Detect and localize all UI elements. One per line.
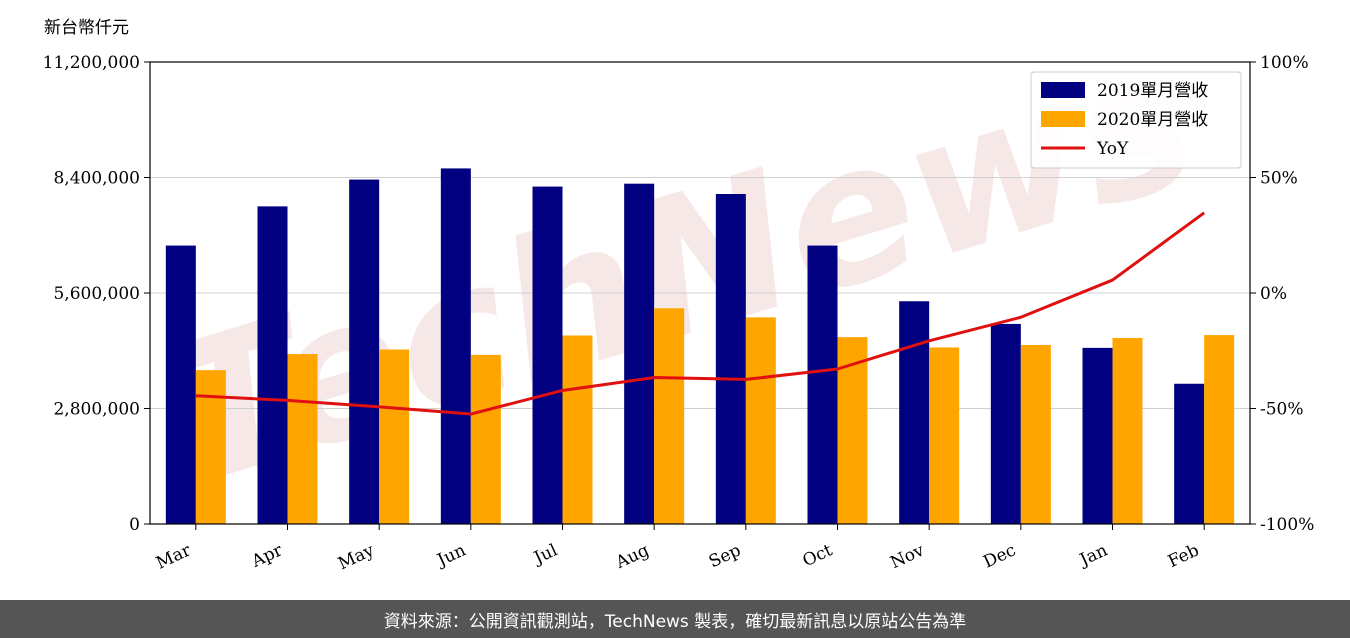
bar-2019 (807, 245, 838, 524)
right-tick-label: 0% (1260, 284, 1287, 304)
legend-swatch-2020 (1041, 111, 1085, 127)
x-tick-label: Jul (529, 540, 560, 569)
bar-2020 (195, 370, 226, 524)
footer-text: 資料來源：公開資訊觀測站，TechNews 製表，確切最新訊息以原站公告為準 (383, 611, 967, 632)
x-tick-label: May (335, 540, 377, 574)
x-tick-label: Jun (433, 540, 469, 571)
bar-2019 (1082, 347, 1113, 524)
x-tick-label: Jan (1075, 540, 1111, 571)
bar-2019 (165, 245, 196, 524)
bar-2019 (532, 186, 563, 524)
right-tick-label: 100% (1260, 53, 1309, 73)
yoy-line-group (195, 211, 1206, 416)
bar-2019 (990, 323, 1021, 524)
x-tick-label: Apr (248, 540, 287, 572)
x-tick-label: Dec (980, 540, 1019, 572)
revenue-chart: TechNews 02,800,0005,600,0008,400,00011,… (43, 7, 1315, 574)
bar-2020 (929, 347, 960, 524)
legend: 2019單月營收 2020單月營收 YoY (1030, 71, 1242, 169)
legend-label: 2020單月營收 (1097, 110, 1208, 130)
left-tick-label: 5,600,000 (53, 284, 140, 304)
x-tick-label: Oct (800, 540, 836, 571)
bar-2019 (715, 194, 746, 524)
bar-2020 (287, 354, 318, 524)
legend-swatch-2019 (1041, 82, 1085, 98)
grid-lines (150, 177, 1250, 409)
right-tick-label: 50% (1260, 169, 1298, 189)
right-tick-label: -100% (1260, 515, 1314, 535)
bar-2019 (440, 168, 471, 525)
left-tick-label: 0 (129, 515, 140, 535)
x-tick-label: Aug (612, 540, 652, 573)
bar-2020 (562, 335, 593, 524)
bar-2020 (1204, 335, 1235, 524)
bars (165, 168, 1235, 525)
bar-2020 (1112, 337, 1143, 524)
yoy-line (195, 211, 1206, 416)
x-tick-label: Feb (1165, 540, 1202, 572)
legend-label: 2019單月營收 (1097, 81, 1208, 101)
bar-2019 (899, 301, 930, 524)
left-axis-unit-label: 新台幣仟元 (44, 18, 129, 38)
bar-2020 (654, 308, 685, 524)
x-tick-label: Mar (153, 540, 195, 574)
bar-2020 (470, 354, 501, 524)
right-tick-label: -50% (1260, 400, 1304, 420)
left-tick-label: 2,800,000 (53, 400, 140, 420)
bar-2019 (257, 206, 288, 524)
bar-2020 (745, 317, 776, 524)
x-tick-label: Sep (706, 540, 744, 572)
left-tick-label: 11,200,000 (43, 53, 140, 73)
bar-2020 (1020, 344, 1051, 524)
footer-bar: 資料來源：公開資訊觀測站，TechNews 製表，確切最新訊息以原站公告為準 (0, 600, 1350, 638)
bar-2019 (624, 183, 655, 524)
plot-frame (149, 61, 1251, 525)
legend-label: YoY (1096, 139, 1129, 159)
left-tick-label: 8,400,000 (53, 169, 140, 189)
bar-2019 (349, 179, 380, 524)
bar-2020 (379, 349, 410, 524)
bar-2019 (1174, 383, 1205, 524)
x-tick-label: Nov (887, 540, 927, 573)
